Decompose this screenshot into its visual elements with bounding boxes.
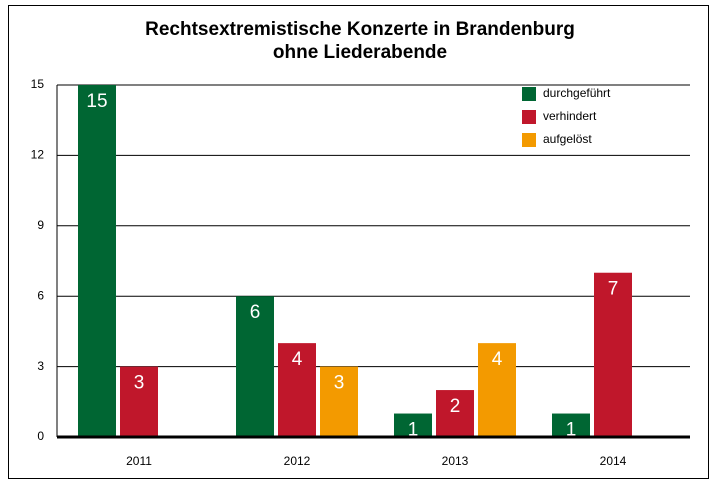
- bar: [120, 366, 158, 437]
- bar: [552, 413, 590, 437]
- legend-swatch: [522, 87, 536, 101]
- legend-swatch: [522, 133, 536, 147]
- value-label: 4: [292, 349, 303, 370]
- bar: [78, 85, 116, 437]
- legend-label: aufgelöst: [543, 132, 592, 146]
- value-label: 7: [608, 279, 619, 300]
- value-label: 3: [134, 373, 145, 394]
- value-label: 3: [334, 373, 345, 394]
- x-tick-label: 2013: [442, 454, 469, 468]
- bar: [236, 296, 274, 437]
- bar: [394, 413, 432, 437]
- x-tick-label: 2014: [600, 454, 627, 468]
- y-tick-label: 0: [37, 429, 44, 443]
- value-label: 6: [250, 302, 261, 323]
- chart-subtitle: ohne Liederabende: [273, 42, 447, 63]
- legend-swatch: [522, 110, 536, 124]
- bar: [320, 366, 358, 437]
- legend-label: verhindert: [543, 109, 597, 123]
- y-tick-label: 3: [37, 359, 44, 373]
- chart-title: Rechtsextremistische Konzerte in Branden…: [145, 19, 575, 40]
- bar: [478, 343, 516, 437]
- y-tick-label: 6: [37, 288, 44, 302]
- bar: [594, 272, 632, 437]
- legend-label: durchgeführt: [543, 86, 611, 100]
- x-tick-label: 2012: [284, 454, 311, 468]
- bar: [278, 343, 316, 437]
- value-label: 4: [492, 349, 503, 370]
- value-label: 1: [566, 420, 577, 441]
- value-label: 15: [86, 91, 107, 112]
- y-tick-label: 15: [31, 77, 45, 91]
- value-label: 2: [450, 396, 461, 417]
- y-tick-label: 12: [31, 148, 45, 162]
- x-tick-label: 2011: [126, 454, 152, 468]
- bar: [436, 390, 474, 437]
- value-label: 1: [408, 420, 419, 441]
- y-tick-label: 9: [37, 218, 44, 232]
